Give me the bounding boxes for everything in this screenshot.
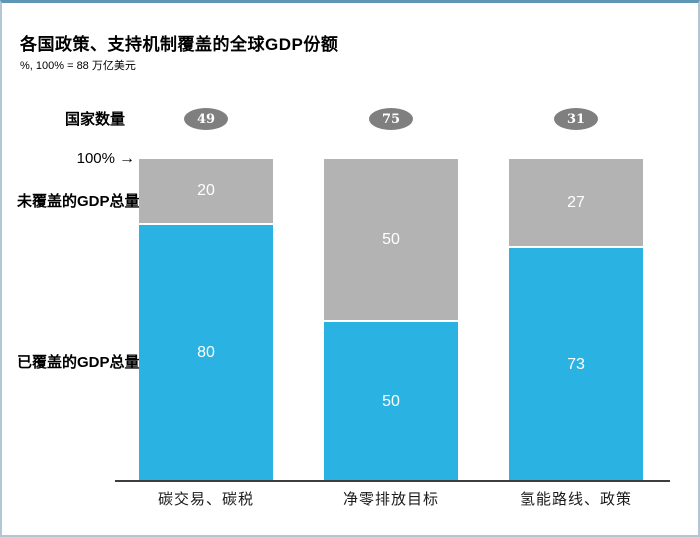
uncovered-segment: 50 xyxy=(324,159,458,320)
country-count-value: 31 xyxy=(566,111,586,127)
country-count-value: 49 xyxy=(196,111,216,127)
segment-value: 50 xyxy=(382,230,400,248)
segment-value: 80 xyxy=(197,344,215,361)
covered-segment: 73 xyxy=(509,248,643,481)
segment-value: 50 xyxy=(382,392,400,410)
uncovered-segment: 27 xyxy=(509,159,643,246)
segment-value: 27 xyxy=(567,193,585,211)
uncovered-segment: 20 xyxy=(139,159,273,223)
stacked-bar-carbon-trading: 20 80 xyxy=(139,159,273,481)
country-count-badge: 31 xyxy=(554,108,598,130)
category-label-carbon-trading: 碳交易、碳税 xyxy=(157,491,254,508)
stacked-bar-hydrogen-policy: 27 73 xyxy=(509,159,643,481)
chart-title: 各国政策、支持机制覆盖的全球GDP份额 xyxy=(20,35,339,54)
covered-segment: 50 xyxy=(324,322,458,481)
series-label-uncovered-gdp: 未覆盖的GDP总量 xyxy=(17,193,140,210)
country-count-badge: 75 xyxy=(369,108,413,130)
category-label-hydrogen-policy: 氢能路线、政策 xyxy=(519,491,632,508)
series-label-covered-gdp: 已覆盖的GDP总量 xyxy=(17,354,140,371)
chart-subtitle: %, 100% = 88 万亿美元 xyxy=(20,60,136,72)
stacked-bar-net-zero: 50 50 xyxy=(324,159,458,481)
axis-100-percent-annotation: 100% → xyxy=(52,150,135,167)
right-arrow-icon: → xyxy=(119,149,135,167)
segment-value: 20 xyxy=(197,182,215,199)
covered-segment: 80 xyxy=(139,225,273,481)
country-count-row-label: 国家数量 xyxy=(65,111,126,128)
country-count-value: 75 xyxy=(381,111,401,127)
axis-100-percent-label: 100% xyxy=(76,150,115,167)
x-axis-line xyxy=(115,480,670,482)
category-label-net-zero: 净零排放目标 xyxy=(342,491,439,508)
country-count-badge: 49 xyxy=(184,108,228,130)
segment-value: 73 xyxy=(567,355,585,373)
